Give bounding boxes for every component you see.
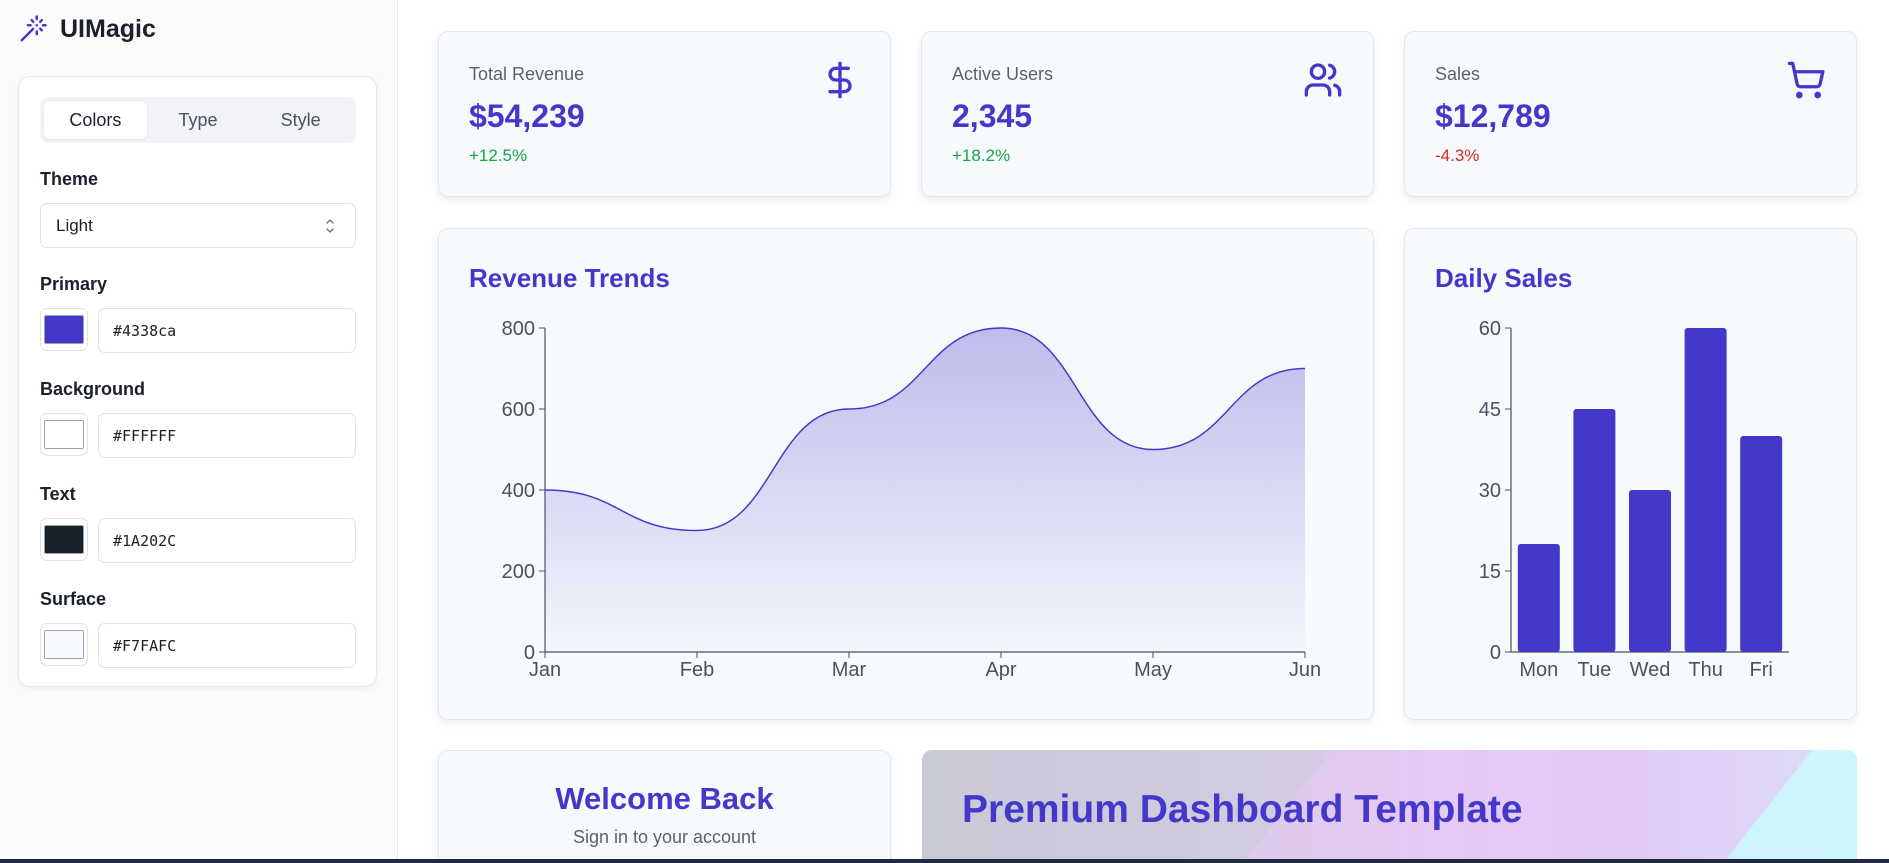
x-tick-label: Feb bbox=[680, 659, 714, 681]
x-tick-label: Jan bbox=[529, 659, 561, 681]
y-tick-label: 0 bbox=[1490, 642, 1501, 664]
welcome-title: Welcome Back bbox=[555, 781, 774, 816]
bar-thu bbox=[1684, 328, 1727, 652]
stat-card-users: Active Users 2,345 +18.2% bbox=[921, 31, 1374, 197]
revenue-line bbox=[544, 327, 1306, 532]
dollar-icon bbox=[828, 61, 852, 99]
bar-fri bbox=[1740, 436, 1783, 652]
promo-title: Premium Dashboard Template bbox=[962, 788, 1523, 831]
y-tick-label: 15 bbox=[1479, 561, 1501, 583]
y-tick-label: 60 bbox=[1479, 318, 1501, 340]
daily-sales-card: Daily Sales 0 15 30 45 60 Mon Tue Wed Thu Fri bbox=[1404, 228, 1857, 720]
surface-color-swatch[interactable] bbox=[40, 623, 88, 666]
customizer-tabs: Colors Type Style bbox=[40, 97, 356, 143]
x-tick-label: Thu bbox=[1688, 659, 1722, 681]
app-name: UIMagic bbox=[60, 14, 156, 43]
primary-color-preview bbox=[44, 315, 84, 344]
bar-tue bbox=[1573, 409, 1616, 652]
revenue-trends-card: Revenue Trends 0 200 400 600 800 Jan Feb Mar Apr… bbox=[438, 228, 1374, 720]
cart-icon bbox=[1787, 61, 1825, 99]
y-tick-label: 800 bbox=[502, 318, 535, 340]
text-color-label: Text bbox=[40, 484, 76, 504]
surface-color-preview bbox=[44, 630, 84, 659]
x-tick-label: Tue bbox=[1578, 659, 1612, 681]
primary-color-label: Primary bbox=[40, 274, 108, 294]
stat-value: 2,345 bbox=[952, 98, 1033, 134]
y-tick-label: 600 bbox=[502, 399, 535, 421]
x-tick-label: Mon bbox=[1519, 659, 1558, 681]
x-tick-label: Wed bbox=[1630, 659, 1671, 681]
background-color-label: Background bbox=[40, 379, 146, 399]
primary-color-input[interactable] bbox=[98, 308, 356, 353]
stat-change: +12.5% bbox=[469, 146, 528, 165]
brand[interactable]: UIMagic bbox=[18, 14, 156, 44]
sidebar: UIMagic Colors Type Style Theme Light Pr… bbox=[0, 0, 398, 863]
revenue-trends-chart: 0 200 400 600 800 Jan Feb Mar Apr May Jun bbox=[502, 318, 1322, 681]
surface-color-input[interactable] bbox=[98, 623, 356, 668]
chart-title: Daily Sales bbox=[1435, 263, 1573, 293]
y-tick-label: 200 bbox=[502, 561, 535, 583]
stat-change: -4.3% bbox=[1435, 146, 1480, 165]
x-tick-label: Mar bbox=[832, 659, 867, 681]
revenue-area bbox=[545, 328, 1305, 652]
x-tick-label: Jun bbox=[1289, 659, 1321, 681]
text-color-preview bbox=[44, 525, 84, 554]
background-color-swatch[interactable] bbox=[40, 413, 88, 456]
theme-select-value: Light bbox=[56, 215, 93, 235]
tab-style[interactable]: Style bbox=[280, 109, 321, 130]
chevron-up-down-icon bbox=[326, 219, 334, 233]
chart-title: Revenue Trends bbox=[469, 263, 670, 293]
stat-value: $54,239 bbox=[469, 98, 585, 134]
primary-color-swatch[interactable] bbox=[40, 308, 88, 351]
tab-type[interactable]: Type bbox=[178, 109, 218, 130]
stat-label: Total Revenue bbox=[469, 64, 585, 84]
banner-decoration bbox=[1243, 750, 1857, 863]
text-color-swatch[interactable] bbox=[40, 518, 88, 561]
stat-change: +18.2% bbox=[952, 146, 1011, 165]
surface-color-label: Surface bbox=[40, 589, 107, 609]
stat-label: Active Users bbox=[952, 64, 1054, 84]
welcome-card: Welcome Back Sign in to your account bbox=[438, 750, 891, 863]
theme-select[interactable]: Light bbox=[40, 203, 356, 248]
bar-wed bbox=[1629, 490, 1671, 652]
y-tick-label: 400 bbox=[502, 480, 535, 502]
promo-banner: Premium Dashboard Template bbox=[922, 750, 1857, 863]
stat-card-revenue: Total Revenue $54,239 +12.5% bbox=[438, 31, 891, 197]
y-tick-label: 0 bbox=[524, 642, 535, 664]
x-tick-label: Fri bbox=[1750, 659, 1773, 681]
y-tick-label: 45 bbox=[1479, 399, 1501, 421]
bar-mon bbox=[1517, 544, 1560, 652]
welcome-subtitle: Sign in to your account bbox=[572, 827, 757, 847]
window-bottom-border bbox=[0, 859, 1889, 863]
users-icon bbox=[1304, 63, 1342, 97]
theme-customizer-panel: Colors Type Style Theme Light Primary Ba… bbox=[18, 76, 377, 687]
stat-label: Sales bbox=[1435, 64, 1481, 84]
background-color-input[interactable] bbox=[98, 413, 356, 458]
text-color-input[interactable] bbox=[98, 518, 356, 563]
x-tick-label: May bbox=[1134, 659, 1172, 681]
theme-label: Theme bbox=[40, 169, 99, 189]
tab-colors[interactable]: Colors bbox=[44, 101, 147, 139]
y-tick-label: 30 bbox=[1479, 480, 1501, 502]
stat-value: $12,789 bbox=[1435, 98, 1551, 134]
stat-card-sales: Sales $12,789 -4.3% bbox=[1404, 31, 1857, 197]
x-tick-label: Apr bbox=[985, 659, 1016, 681]
magic-wand-icon bbox=[20, 15, 47, 42]
daily-sales-chart: 0 15 30 45 60 Mon Tue Wed Thu Fri bbox=[1479, 318, 1789, 681]
background-color-preview bbox=[44, 420, 84, 449]
